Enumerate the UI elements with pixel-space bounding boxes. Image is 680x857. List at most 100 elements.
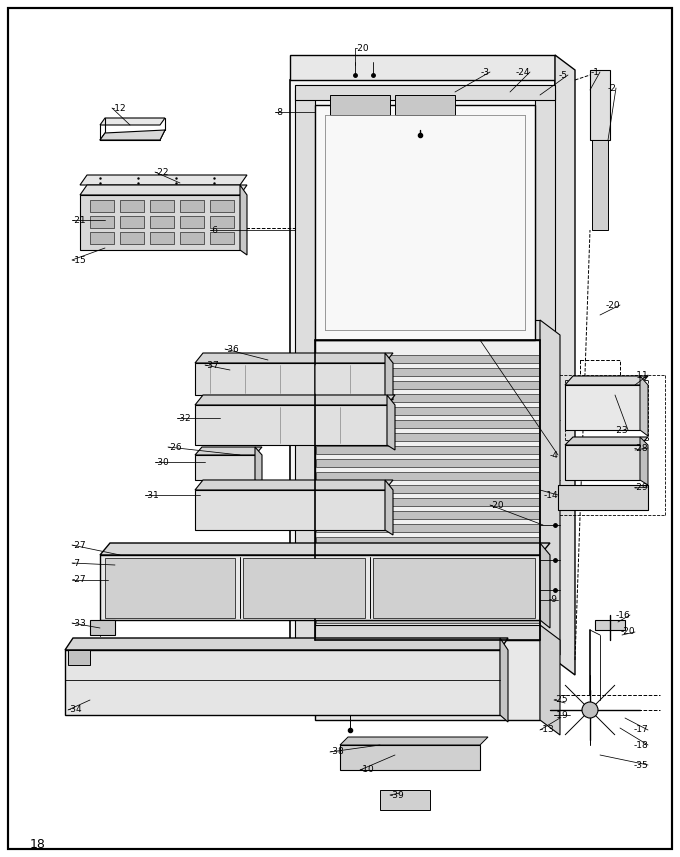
Polygon shape bbox=[195, 363, 385, 395]
Polygon shape bbox=[65, 650, 500, 715]
Text: -4: -4 bbox=[549, 451, 558, 459]
Polygon shape bbox=[150, 200, 174, 212]
Polygon shape bbox=[295, 640, 555, 655]
Text: -32: -32 bbox=[177, 413, 192, 423]
Text: -1: -1 bbox=[591, 68, 600, 76]
Polygon shape bbox=[640, 376, 648, 436]
Text: -19: -19 bbox=[554, 710, 568, 720]
Polygon shape bbox=[80, 185, 247, 195]
Text: -23: -23 bbox=[613, 425, 628, 434]
Polygon shape bbox=[180, 232, 204, 244]
Text: -13: -13 bbox=[540, 726, 555, 734]
Polygon shape bbox=[540, 625, 560, 735]
Polygon shape bbox=[385, 353, 393, 400]
Polygon shape bbox=[80, 195, 240, 250]
Polygon shape bbox=[316, 368, 539, 376]
Text: -20: -20 bbox=[605, 301, 620, 309]
Polygon shape bbox=[65, 638, 508, 650]
Polygon shape bbox=[540, 543, 550, 628]
Text: -22: -22 bbox=[155, 167, 169, 177]
Text: -27: -27 bbox=[72, 576, 86, 584]
Polygon shape bbox=[316, 589, 539, 597]
Text: -27: -27 bbox=[72, 541, 86, 549]
Polygon shape bbox=[315, 320, 540, 340]
Polygon shape bbox=[555, 55, 575, 675]
Polygon shape bbox=[316, 563, 539, 571]
Polygon shape bbox=[316, 459, 539, 467]
Polygon shape bbox=[540, 320, 560, 655]
Text: -6: -6 bbox=[210, 225, 219, 235]
Polygon shape bbox=[100, 555, 540, 620]
Text: -18: -18 bbox=[633, 740, 648, 750]
Polygon shape bbox=[195, 353, 393, 363]
Text: -35: -35 bbox=[633, 760, 648, 770]
Polygon shape bbox=[210, 216, 234, 228]
Text: -37: -37 bbox=[205, 361, 220, 369]
Polygon shape bbox=[315, 625, 540, 640]
Polygon shape bbox=[316, 407, 539, 415]
Text: -39: -39 bbox=[390, 790, 405, 800]
Polygon shape bbox=[195, 395, 395, 405]
Polygon shape bbox=[316, 420, 539, 428]
Text: -11: -11 bbox=[633, 370, 648, 380]
Text: -20: -20 bbox=[620, 627, 635, 637]
Polygon shape bbox=[150, 216, 174, 228]
Text: -10: -10 bbox=[360, 765, 375, 775]
Polygon shape bbox=[120, 232, 144, 244]
Polygon shape bbox=[316, 433, 539, 441]
Polygon shape bbox=[340, 737, 488, 745]
Polygon shape bbox=[316, 602, 539, 610]
Polygon shape bbox=[316, 498, 539, 506]
Polygon shape bbox=[316, 550, 539, 558]
Polygon shape bbox=[255, 447, 262, 485]
Polygon shape bbox=[340, 745, 480, 770]
Polygon shape bbox=[565, 385, 640, 430]
Polygon shape bbox=[195, 447, 262, 455]
Polygon shape bbox=[595, 620, 625, 630]
Text: -29: -29 bbox=[633, 482, 648, 492]
Polygon shape bbox=[240, 185, 247, 255]
Polygon shape bbox=[315, 105, 535, 340]
Text: -38: -38 bbox=[330, 747, 345, 757]
Text: -17: -17 bbox=[633, 726, 648, 734]
Polygon shape bbox=[316, 394, 539, 402]
Polygon shape bbox=[100, 118, 165, 125]
Text: -15: -15 bbox=[72, 255, 87, 265]
Polygon shape bbox=[195, 455, 255, 480]
Text: -31: -31 bbox=[145, 490, 160, 500]
Polygon shape bbox=[385, 480, 393, 535]
Text: -7: -7 bbox=[72, 559, 81, 567]
Polygon shape bbox=[295, 90, 315, 650]
Text: -9: -9 bbox=[549, 596, 558, 604]
Text: -12: -12 bbox=[112, 104, 126, 112]
Text: -30: -30 bbox=[155, 458, 170, 466]
Text: -24: -24 bbox=[515, 68, 530, 76]
Polygon shape bbox=[290, 80, 555, 660]
Polygon shape bbox=[315, 640, 540, 720]
Polygon shape bbox=[380, 790, 430, 810]
Polygon shape bbox=[90, 216, 114, 228]
Polygon shape bbox=[500, 638, 508, 722]
Text: -28: -28 bbox=[633, 444, 648, 452]
Polygon shape bbox=[210, 200, 234, 212]
Polygon shape bbox=[316, 511, 539, 519]
Polygon shape bbox=[316, 446, 539, 454]
Text: -3: -3 bbox=[481, 68, 490, 76]
Polygon shape bbox=[150, 232, 174, 244]
Polygon shape bbox=[100, 543, 550, 555]
Text: -16: -16 bbox=[615, 610, 630, 620]
Polygon shape bbox=[316, 355, 539, 363]
Polygon shape bbox=[290, 55, 555, 80]
Polygon shape bbox=[316, 628, 539, 636]
Polygon shape bbox=[90, 200, 114, 212]
Polygon shape bbox=[180, 216, 204, 228]
Polygon shape bbox=[100, 130, 165, 140]
Text: -21: -21 bbox=[72, 215, 86, 225]
Polygon shape bbox=[373, 558, 535, 618]
Polygon shape bbox=[316, 472, 539, 480]
Polygon shape bbox=[105, 558, 235, 618]
Polygon shape bbox=[180, 200, 204, 212]
Text: -20: -20 bbox=[355, 44, 370, 52]
Polygon shape bbox=[558, 485, 648, 510]
Polygon shape bbox=[210, 232, 234, 244]
